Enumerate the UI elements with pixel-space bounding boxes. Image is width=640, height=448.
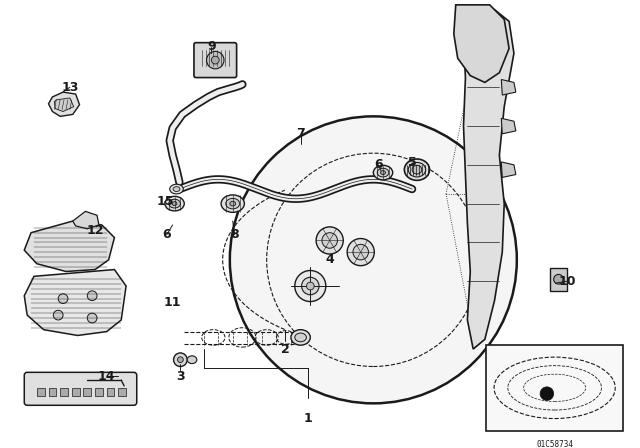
Circle shape xyxy=(177,357,183,362)
Text: 6: 6 xyxy=(374,158,383,171)
Text: 2: 2 xyxy=(281,343,289,356)
Circle shape xyxy=(53,310,63,320)
Text: 3: 3 xyxy=(176,370,185,383)
Circle shape xyxy=(322,233,337,248)
Polygon shape xyxy=(24,221,115,271)
Ellipse shape xyxy=(221,195,244,212)
Text: 12: 12 xyxy=(86,224,104,237)
Ellipse shape xyxy=(381,171,385,175)
Ellipse shape xyxy=(295,333,307,342)
Ellipse shape xyxy=(373,165,393,180)
Bar xyxy=(72,388,79,396)
FancyBboxPatch shape xyxy=(24,372,137,405)
Circle shape xyxy=(230,116,517,403)
Ellipse shape xyxy=(291,330,310,345)
Bar xyxy=(37,388,45,396)
Circle shape xyxy=(173,353,187,366)
FancyBboxPatch shape xyxy=(194,43,237,78)
Polygon shape xyxy=(501,79,516,95)
Polygon shape xyxy=(501,162,516,177)
Bar xyxy=(49,388,56,396)
Ellipse shape xyxy=(169,199,180,208)
Polygon shape xyxy=(54,98,74,112)
Ellipse shape xyxy=(408,163,426,177)
Circle shape xyxy=(307,282,314,290)
Ellipse shape xyxy=(173,187,180,191)
Polygon shape xyxy=(73,211,99,229)
Circle shape xyxy=(207,52,224,69)
Circle shape xyxy=(87,313,97,323)
Bar xyxy=(486,345,623,431)
Circle shape xyxy=(353,244,369,260)
Bar xyxy=(550,267,567,291)
Circle shape xyxy=(554,274,563,284)
Text: 8: 8 xyxy=(230,228,239,241)
Ellipse shape xyxy=(170,184,183,194)
Text: 6: 6 xyxy=(163,228,171,241)
Text: 11: 11 xyxy=(164,296,181,309)
Polygon shape xyxy=(24,270,126,336)
Circle shape xyxy=(295,271,326,302)
Text: 5: 5 xyxy=(408,156,417,169)
Circle shape xyxy=(540,387,554,401)
Circle shape xyxy=(347,238,374,266)
Bar xyxy=(95,388,103,396)
Polygon shape xyxy=(501,118,516,134)
Text: 15: 15 xyxy=(156,195,173,208)
Bar xyxy=(118,388,126,396)
Text: 9: 9 xyxy=(207,40,216,53)
Text: 01C58734: 01C58734 xyxy=(536,440,573,448)
Text: 13: 13 xyxy=(61,81,79,94)
Circle shape xyxy=(316,227,343,254)
Circle shape xyxy=(211,56,219,64)
Ellipse shape xyxy=(226,198,240,209)
Polygon shape xyxy=(49,92,79,116)
Circle shape xyxy=(301,277,319,295)
Ellipse shape xyxy=(230,201,236,206)
Ellipse shape xyxy=(172,202,177,206)
Polygon shape xyxy=(454,5,509,82)
Ellipse shape xyxy=(165,196,184,211)
Text: 14: 14 xyxy=(98,370,115,383)
Text: 7: 7 xyxy=(296,127,305,140)
Bar xyxy=(60,388,68,396)
Ellipse shape xyxy=(404,159,429,181)
Circle shape xyxy=(87,291,97,301)
Bar xyxy=(107,388,115,396)
Text: 4: 4 xyxy=(325,254,334,267)
Ellipse shape xyxy=(377,168,389,177)
Text: 1: 1 xyxy=(304,412,313,425)
Ellipse shape xyxy=(187,356,197,364)
Text: 10: 10 xyxy=(559,275,576,288)
Bar xyxy=(83,388,91,396)
Polygon shape xyxy=(463,10,514,349)
Ellipse shape xyxy=(412,165,422,174)
Circle shape xyxy=(58,294,68,303)
